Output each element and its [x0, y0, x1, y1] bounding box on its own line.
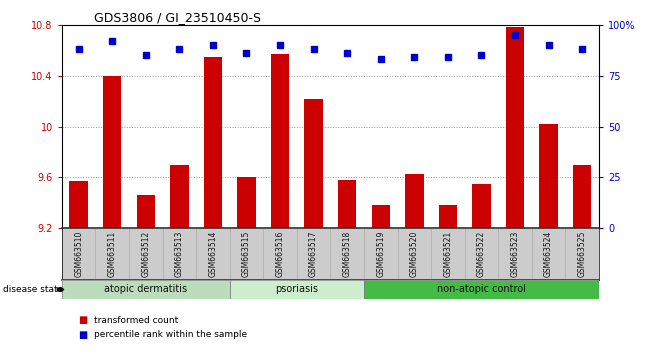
- Text: GSM663520: GSM663520: [409, 230, 419, 277]
- Text: ■: ■: [78, 315, 87, 325]
- Text: non-atopic control: non-atopic control: [437, 284, 526, 295]
- Bar: [364, 280, 599, 299]
- Bar: [305, 98, 323, 228]
- Text: transformed count: transformed count: [94, 316, 178, 325]
- Text: GSM663522: GSM663522: [477, 230, 486, 276]
- Text: GSM663512: GSM663512: [141, 230, 150, 276]
- Bar: [271, 54, 289, 228]
- Text: GSM663518: GSM663518: [342, 230, 352, 276]
- Text: GSM663524: GSM663524: [544, 230, 553, 277]
- Bar: [539, 124, 558, 228]
- Bar: [573, 165, 591, 228]
- Bar: [204, 57, 222, 228]
- Text: GSM663525: GSM663525: [577, 230, 587, 277]
- Text: GSM663517: GSM663517: [309, 230, 318, 277]
- Text: GDS3806 / GI_23510450-S: GDS3806 / GI_23510450-S: [94, 11, 262, 24]
- Text: psoriasis: psoriasis: [275, 284, 318, 295]
- Bar: [62, 280, 230, 299]
- Bar: [405, 173, 424, 228]
- Bar: [137, 195, 155, 228]
- Bar: [103, 76, 122, 228]
- Text: percentile rank within the sample: percentile rank within the sample: [94, 330, 247, 339]
- Text: ■: ■: [78, 330, 87, 339]
- Text: GSM663513: GSM663513: [175, 230, 184, 277]
- Bar: [506, 27, 524, 228]
- Bar: [372, 205, 390, 228]
- Text: GSM663511: GSM663511: [107, 230, 117, 276]
- Bar: [70, 181, 88, 228]
- Bar: [338, 180, 356, 228]
- Text: GSM663510: GSM663510: [74, 230, 83, 277]
- Text: atopic dermatitis: atopic dermatitis: [104, 284, 187, 295]
- Text: GSM663516: GSM663516: [275, 230, 284, 277]
- Text: GSM663514: GSM663514: [208, 230, 217, 277]
- Bar: [472, 184, 491, 228]
- Text: GSM663519: GSM663519: [376, 230, 385, 277]
- Text: GSM663521: GSM663521: [443, 230, 452, 276]
- Bar: [170, 165, 189, 228]
- Bar: [230, 280, 364, 299]
- Bar: [439, 205, 457, 228]
- FancyArrow shape: [57, 287, 64, 292]
- Text: disease state: disease state: [3, 285, 64, 294]
- Text: GSM663523: GSM663523: [510, 230, 519, 277]
- Text: GSM663515: GSM663515: [242, 230, 251, 277]
- Bar: [237, 177, 256, 228]
